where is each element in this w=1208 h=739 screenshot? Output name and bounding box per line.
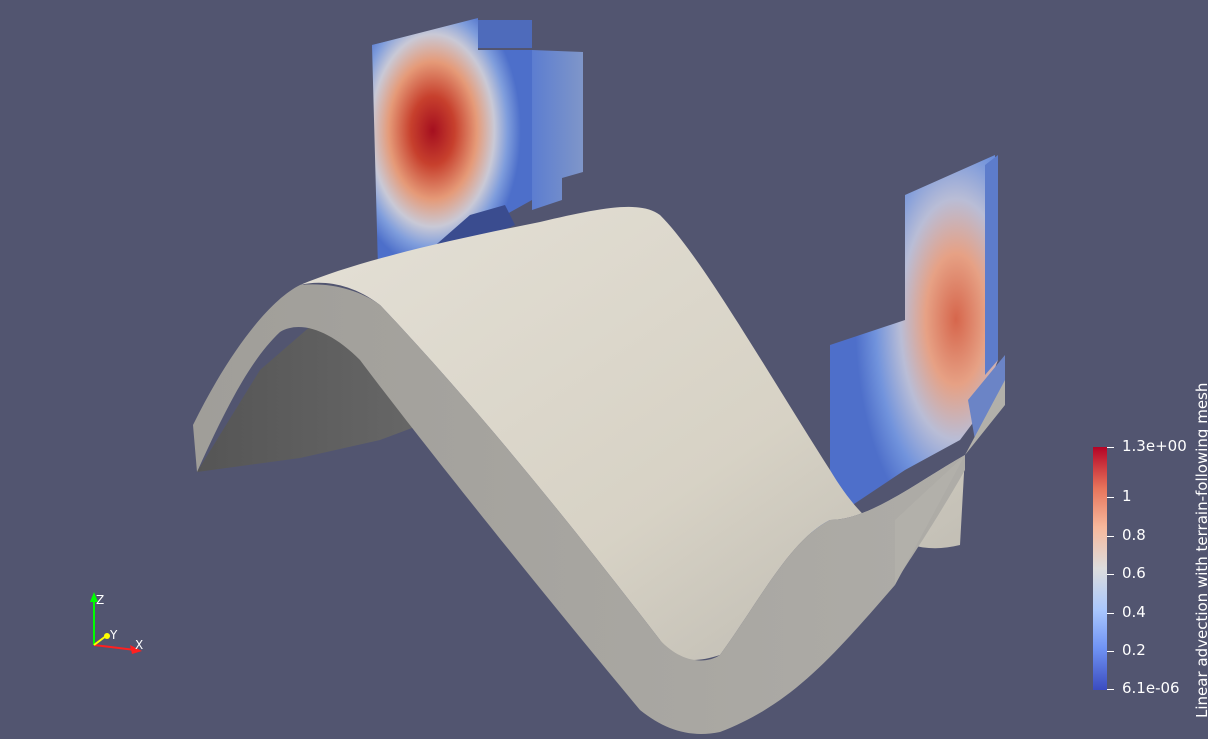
terrain-top-surface xyxy=(300,206,965,661)
tick-label: 0.6 xyxy=(1122,564,1146,582)
z-axis-arrow xyxy=(90,592,98,602)
left-slice xyxy=(372,18,583,268)
tick-label: 0.2 xyxy=(1122,641,1146,659)
tick-mark xyxy=(1107,613,1114,614)
y-axis-line xyxy=(93,635,107,646)
x-axis-line xyxy=(93,644,136,651)
x-axis-arrow xyxy=(130,645,142,654)
tick-label-min: 6.1e-06 xyxy=(1122,679,1180,697)
tick-label: 0.8 xyxy=(1122,526,1146,544)
tick-label: 0.4 xyxy=(1122,603,1146,621)
tick-mark xyxy=(1107,689,1114,690)
tick-mark xyxy=(1107,574,1114,575)
tick-mark xyxy=(1107,447,1114,448)
z-axis-label: Z xyxy=(96,593,105,607)
x-axis-label: X xyxy=(135,638,144,652)
y-axis-label: Y xyxy=(110,628,118,642)
tick-mark xyxy=(1107,651,1114,652)
terrain-end-cap xyxy=(895,380,1005,585)
scalar-bar-title: Linear advection with terrain-following … xyxy=(1193,382,1208,718)
scalar-bar[interactable] xyxy=(1093,447,1107,690)
tick-label-max: 1.3e+00 xyxy=(1122,437,1187,455)
tick-label: 1 xyxy=(1122,487,1132,505)
y-axis-dot xyxy=(104,633,110,639)
terrain-side-face xyxy=(193,284,965,734)
tick-mark xyxy=(1107,497,1114,498)
tick-mark xyxy=(1107,536,1114,537)
orientation-axes xyxy=(90,592,142,654)
